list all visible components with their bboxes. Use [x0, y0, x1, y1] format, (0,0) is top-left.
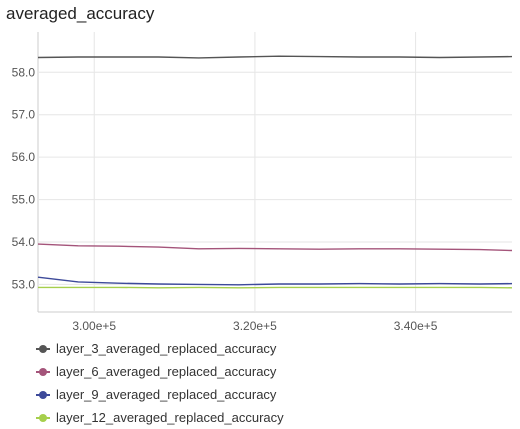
series-line-2: [38, 244, 512, 250]
x-tick-label: 3.40e+5: [394, 319, 438, 333]
legend-item[interactable]: layer_12_averaged_replaced_accuracy: [36, 406, 284, 429]
legend-swatch: [36, 413, 50, 423]
y-tick-label: 58.0: [12, 65, 36, 79]
y-tick-label: 55.0: [12, 193, 36, 207]
legend-swatch: [36, 344, 50, 354]
legend-label: layer_12_averaged_replaced_accuracy: [56, 410, 284, 425]
y-tick-label: 57.0: [12, 108, 36, 122]
legend-label: layer_3_averaged_replaced_accuracy: [56, 341, 276, 356]
x-tick-label: 3.00e+5: [72, 319, 116, 333]
legend-swatch: [36, 390, 50, 400]
series-line-1: [38, 56, 512, 58]
legend-item[interactable]: layer_6_averaged_replaced_accuracy: [36, 360, 284, 383]
plot-area: 53.0 54.0 55.0 56.0 57.0 58.0 3.00e+5 3.20e+5 3…: [0, 0, 520, 335]
legend-label: layer_9_averaged_replaced_accuracy: [56, 387, 276, 402]
y-tick-label: 54.0: [12, 235, 36, 249]
legend-label: layer_6_averaged_replaced_accuracy: [56, 364, 276, 379]
legend: layer_3_averaged_replaced_accuracy layer_…: [36, 337, 284, 429]
legend-swatch: [36, 367, 50, 377]
x-tick-label: 3.20e+5: [233, 319, 277, 333]
y-tick-label: 53.0: [12, 277, 36, 291]
series-line-3: [38, 277, 512, 285]
y-tick-label: 56.0: [12, 150, 36, 164]
legend-item[interactable]: layer_3_averaged_replaced_accuracy: [36, 337, 284, 360]
legend-item[interactable]: layer_9_averaged_replaced_accuracy: [36, 383, 284, 406]
